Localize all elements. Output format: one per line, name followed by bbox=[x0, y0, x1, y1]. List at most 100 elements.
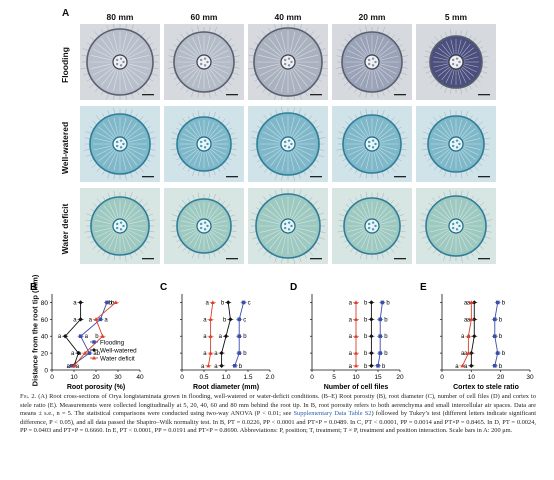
root-cross-section-image bbox=[80, 188, 160, 264]
column-header-20mm: 20 mm bbox=[358, 12, 386, 22]
column-header-40mm: 40 mm bbox=[274, 12, 302, 22]
significance-letter: a bbox=[73, 317, 77, 323]
significance-letter: a bbox=[203, 334, 207, 340]
row-header-water-deficit: Water deficit bbox=[60, 203, 70, 255]
data-point-water-deficit bbox=[113, 300, 118, 305]
data-point-flooding bbox=[237, 334, 241, 339]
y-tick-label: 40 bbox=[41, 334, 49, 341]
data-point-well-watered bbox=[369, 317, 374, 322]
data-point-water-deficit bbox=[354, 363, 358, 368]
caption-lead: Fig. 2. bbox=[20, 393, 37, 400]
y-tick-label: 20 bbox=[41, 351, 49, 358]
x-tick-label: 20 bbox=[396, 374, 404, 381]
significance-letter: a bbox=[349, 334, 353, 340]
data-point-well-watered bbox=[76, 350, 81, 356]
data-point-water-deficit bbox=[206, 363, 211, 368]
data-point-water-deficit bbox=[469, 317, 474, 321]
supplementary-link[interactable]: Supplementary Data Table S2 bbox=[293, 410, 372, 418]
caption-text-1: (A) Root cross-sections of Orya longista… bbox=[20, 393, 536, 418]
data-point-well-watered bbox=[369, 334, 374, 339]
data-point-well-watered bbox=[226, 300, 231, 305]
x-tick-label: 10 bbox=[70, 374, 78, 381]
root-cross-section-image bbox=[164, 188, 244, 264]
significance-letter: a bbox=[464, 351, 468, 357]
data-point-water-deficit bbox=[208, 350, 213, 355]
x-tick-label: 0 bbox=[50, 374, 54, 381]
data-point-flooding bbox=[237, 317, 241, 322]
x-tick-label: 10 bbox=[352, 374, 360, 381]
data-point-flooding bbox=[378, 317, 382, 322]
data-point-flooding bbox=[233, 363, 237, 368]
x-tick-label: 0.5 bbox=[199, 374, 208, 381]
x-tick-label: 1.0 bbox=[221, 374, 230, 381]
significance-letter: b bbox=[364, 317, 368, 323]
significance-letter: a bbox=[71, 351, 75, 357]
significance-letter: a bbox=[349, 317, 353, 323]
data-point-flooding bbox=[378, 334, 382, 339]
significance-letter: ab bbox=[93, 351, 100, 357]
x-tick-label: 30 bbox=[114, 374, 122, 381]
data-point-well-watered bbox=[78, 317, 83, 322]
significance-letter: a bbox=[78, 351, 82, 357]
data-point-well-watered bbox=[469, 363, 474, 368]
significance-letter: b bbox=[239, 364, 243, 370]
x-tick-label: 30 bbox=[526, 374, 534, 381]
root-cross-section-image bbox=[80, 106, 160, 182]
legend-marker bbox=[92, 356, 96, 360]
x-axis-title: Root diameter (mm) bbox=[193, 384, 259, 391]
significance-letter: a bbox=[349, 300, 353, 306]
x-tick-label: 1.5 bbox=[243, 374, 252, 381]
significance-letter: a bbox=[201, 364, 205, 370]
significance-letter: b bbox=[95, 334, 99, 340]
x-tick-label: 20 bbox=[92, 374, 100, 381]
root-cross-section-image bbox=[248, 24, 328, 100]
x-tick-label: 10 bbox=[468, 374, 476, 381]
data-point-flooding bbox=[493, 317, 497, 322]
data-point-flooding bbox=[241, 300, 246, 305]
significance-letter: a bbox=[85, 334, 89, 340]
series-line-flooding bbox=[494, 302, 499, 366]
data-point-well-watered bbox=[472, 334, 477, 339]
legend-label: Well-watered bbox=[100, 347, 137, 354]
data-point-flooding bbox=[376, 363, 380, 368]
significance-letter: b bbox=[243, 334, 247, 340]
significance-letter: b bbox=[364, 351, 368, 357]
data-point-water-deficit bbox=[460, 363, 465, 368]
data-point-water-deficit bbox=[208, 334, 213, 338]
legend-label: Flooding bbox=[100, 339, 125, 346]
data-point-water-deficit bbox=[208, 317, 213, 321]
significance-letter: a bbox=[214, 364, 218, 370]
data-point-flooding bbox=[105, 300, 109, 305]
root-cross-section-image bbox=[164, 106, 244, 182]
x-tick-label: 0 bbox=[180, 374, 184, 381]
caption-text-2: ) followed by Tukey’s test (different le… bbox=[20, 410, 536, 435]
data-point-water-deficit bbox=[83, 350, 87, 355]
significance-letter: a bbox=[467, 300, 471, 306]
data-point-flooding bbox=[378, 351, 382, 355]
data-point-well-watered bbox=[78, 300, 83, 305]
data-point-water-deficit bbox=[72, 363, 76, 368]
column-header-5mm: 5 mm bbox=[444, 12, 468, 22]
data-point-water-deficit bbox=[354, 350, 358, 355]
data-point-well-watered bbox=[369, 300, 374, 305]
legend-label: Water deficit bbox=[100, 355, 135, 362]
data-point-well-watered bbox=[63, 334, 68, 339]
root-cross-section-image bbox=[248, 106, 328, 182]
column-header-60mm: 60 mm bbox=[190, 12, 218, 22]
x-axis-title: Number of cell files bbox=[324, 384, 389, 391]
data-point-flooding bbox=[237, 351, 241, 355]
root-cross-section-image bbox=[332, 188, 412, 264]
data-point-flooding bbox=[380, 300, 385, 305]
significance-letter: b bbox=[384, 334, 388, 340]
data-point-water-deficit bbox=[466, 334, 471, 338]
chart-c-svg: C 0 0.5 1.0 1.5 2.0 Root diameter (mm) b b b c c a a a… bbox=[160, 282, 275, 391]
significance-letter: a bbox=[104, 317, 108, 323]
significance-letter: b bbox=[382, 364, 386, 370]
chart-letter: B bbox=[30, 282, 37, 293]
data-point-well-watered bbox=[223, 334, 229, 339]
significance-letter: b bbox=[502, 351, 506, 357]
root-cross-section-image bbox=[332, 24, 412, 100]
data-point-well-watered bbox=[228, 317, 233, 322]
